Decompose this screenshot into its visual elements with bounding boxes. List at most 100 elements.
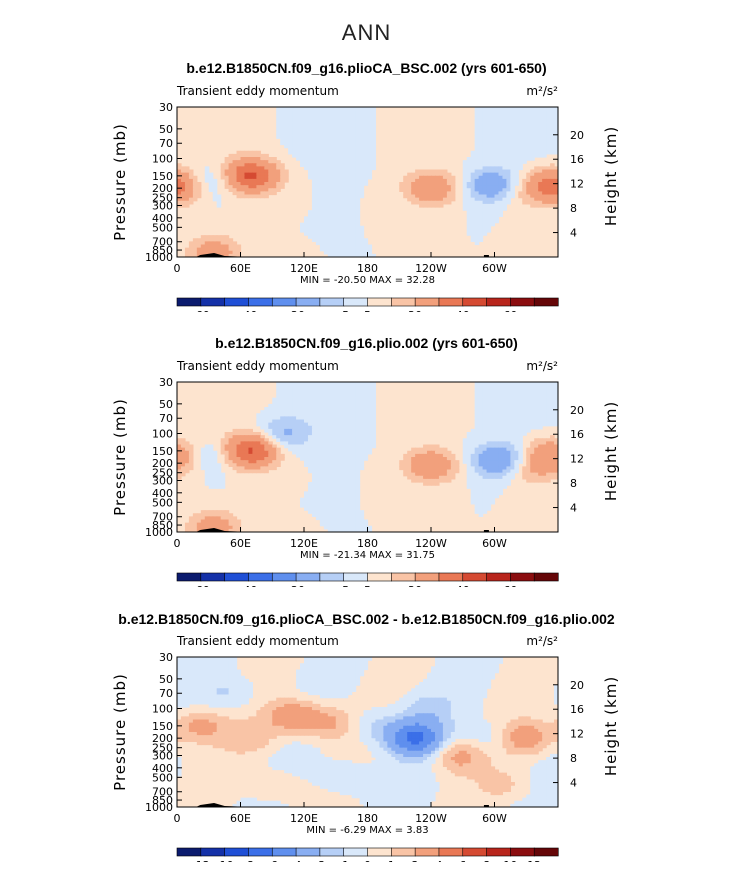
colorbar-swatch <box>248 847 273 857</box>
units-label: m²/s² <box>526 634 558 648</box>
y-tick-label: 200 <box>152 457 173 470</box>
colorbar-swatch <box>438 297 464 307</box>
colorbar-swatch <box>391 847 416 857</box>
colorbar-swatch <box>533 297 559 307</box>
y-right-tick-label: 12 <box>570 728 584 741</box>
colorbar-swatch <box>486 297 511 307</box>
colorbar-swatch <box>462 297 488 307</box>
y-tick-label: 100 <box>152 153 173 166</box>
x-tick-label: 180 <box>357 537 378 550</box>
colorbar-label: -20 <box>287 309 305 312</box>
colorbar-label: 5 <box>364 309 371 312</box>
colorbar-label: 20 <box>408 309 422 312</box>
x-tick-label: 120W <box>415 812 447 825</box>
chart-subtitle: Transient eddy momentum <box>176 359 339 373</box>
colorbar-swatch <box>295 572 321 582</box>
y-tick-label: 400 <box>152 762 173 775</box>
y-right-tick-label: 8 <box>570 202 577 215</box>
units-label: m²/s² <box>526 359 558 373</box>
x-tick-label: 60W <box>482 262 507 275</box>
y-tick-label: 50 <box>159 398 173 411</box>
chart-subtitle: Transient eddy momentum <box>176 84 339 98</box>
colorbar-swatch <box>367 572 392 582</box>
colorbar-label: 60 <box>503 309 517 312</box>
x-tick-label: 180 <box>357 262 378 275</box>
colorbar-swatch <box>200 572 226 582</box>
colorbar-swatch <box>343 297 369 307</box>
y-right-tick-label: 8 <box>570 477 577 490</box>
y-right-tick-label: 8 <box>570 752 577 765</box>
colorbar-label: 12 <box>527 859 541 862</box>
page-title: ANN <box>341 20 392 45</box>
x-tick-label: 0 <box>174 537 181 550</box>
y-tick-label: 700 <box>152 511 173 524</box>
colorbar-swatch <box>224 297 250 307</box>
y-tick-label: 850 <box>152 244 173 257</box>
y-right-tick-label: 20 <box>570 129 584 142</box>
y-tick-label: 700 <box>152 786 173 799</box>
y-tick-label: 850 <box>152 519 173 532</box>
y-tick-label: 100 <box>152 703 173 716</box>
colorbar-swatch <box>486 847 511 857</box>
panel-3-title: b.e12.B1850CN.f09_g16.plioCA_BSC.002 - b… <box>118 611 615 627</box>
colorbar-label: -6 <box>267 859 278 862</box>
x-tick-label: 120E <box>290 262 318 275</box>
y-tick-label: 70 <box>159 137 173 150</box>
min-max-label: MIN = -20.50 MAX = 32.28 <box>300 275 435 286</box>
y-tick-label: 250 <box>152 742 173 755</box>
units-label: m²/s² <box>526 84 558 98</box>
colorbar <box>176 847 559 857</box>
y-tick-label: 30 <box>159 651 173 664</box>
colorbar-label: -60 <box>192 309 210 312</box>
y-tick-label: 300 <box>152 474 173 487</box>
y-right-tick-label: 16 <box>570 703 584 716</box>
field-shading <box>177 382 558 532</box>
y-tick-label: 50 <box>159 123 173 136</box>
y-right-tick-label: 4 <box>570 777 577 790</box>
colorbar-label: 1 <box>388 859 395 862</box>
colorbar-label: 2 <box>412 859 419 862</box>
colorbar-swatch <box>486 572 511 582</box>
y-tick-label: 30 <box>159 101 173 114</box>
colorbar-label: 4 <box>435 859 442 862</box>
colorbar-swatch <box>367 297 392 307</box>
y-tick-label: 100 <box>152 428 173 441</box>
colorbar-label: -40 <box>239 584 257 587</box>
y-right-axis-label: Height (km) <box>602 676 620 776</box>
colorbar-label: 6 <box>459 859 466 862</box>
y-right-tick-label: 20 <box>570 404 584 417</box>
colorbar-label: 5 <box>364 584 371 587</box>
y-right-tick-label: 4 <box>570 502 577 515</box>
colorbar-swatch <box>295 847 321 857</box>
colorbar-swatch <box>367 847 392 857</box>
y-tick-label: 1000 <box>145 251 173 264</box>
colorbar-swatch <box>438 847 464 857</box>
topography-mask <box>177 528 252 532</box>
colorbar-swatch <box>176 847 202 857</box>
colorbar-label: -5 <box>338 309 349 312</box>
x-tick-label: 60W <box>482 812 507 825</box>
chart-subtitle: Transient eddy momentum <box>176 634 339 648</box>
panel-2-title: b.e12.B1850CN.f09_g16.plio.002 (yrs 601-… <box>215 335 518 351</box>
colorbar-swatch <box>391 297 416 307</box>
colorbar-swatch <box>200 847 226 857</box>
panel-1-title: b.e12.B1850CN.f09_g16.plioCA_BSC.002 (yr… <box>186 60 547 76</box>
y-tick-label: 300 <box>152 199 173 212</box>
colorbar-swatch <box>391 572 416 582</box>
colorbar-label: 40 <box>456 309 470 312</box>
colorbar-swatch <box>224 572 250 582</box>
colorbar-label: -8 <box>243 859 254 862</box>
y-tick-label: 150 <box>152 720 173 733</box>
y-right-axis-label: Height (km) <box>602 401 620 501</box>
x-tick-label: 120W <box>415 262 447 275</box>
y-tick-label: 400 <box>152 487 173 500</box>
field-shading <box>177 107 558 257</box>
colorbar-swatch <box>319 297 345 307</box>
colorbar-label: -60 <box>192 584 210 587</box>
colorbar-swatch <box>176 297 202 307</box>
colorbar-label: 8 <box>483 859 490 862</box>
colorbar-label: -10 <box>216 859 234 862</box>
colorbar-swatch <box>271 297 297 307</box>
chart-panel-2: Transient eddy momentum m²/s²305070100150… <box>111 359 620 587</box>
colorbar <box>176 297 559 307</box>
